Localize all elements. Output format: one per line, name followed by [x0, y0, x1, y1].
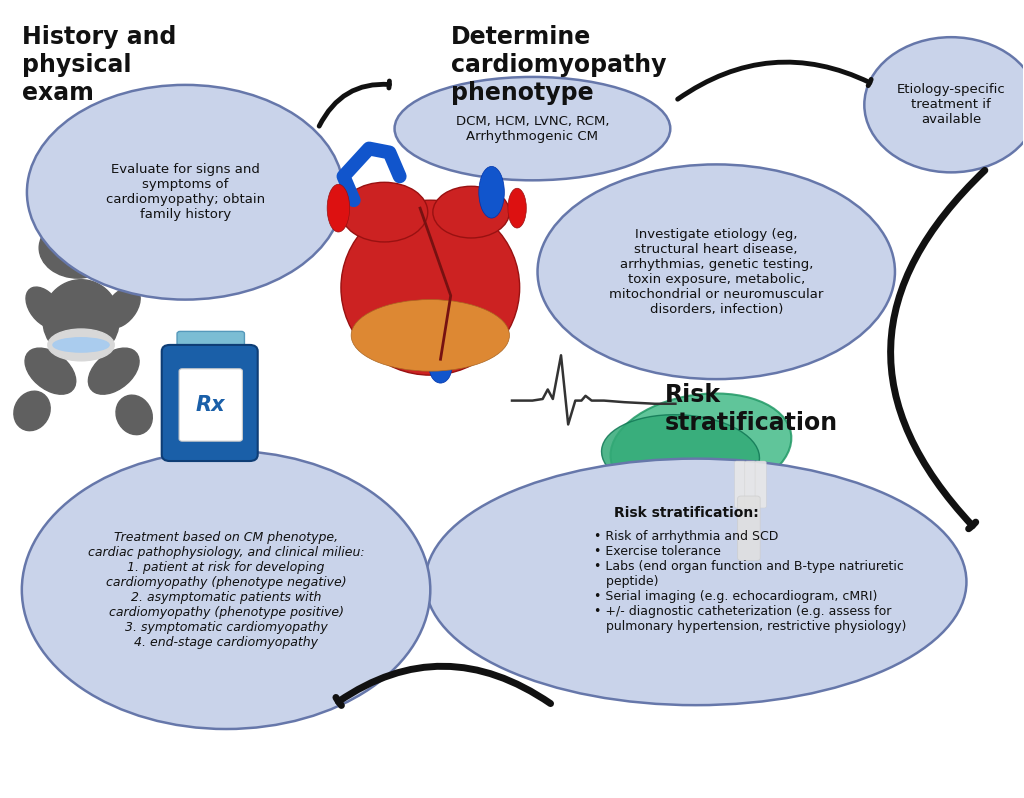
Text: Evaluate for signs and
symptoms of
cardiomyopathy; obtain
family history: Evaluate for signs and symptoms of cardi… [105, 164, 265, 221]
Ellipse shape [26, 287, 62, 328]
Ellipse shape [425, 459, 967, 705]
FancyBboxPatch shape [737, 496, 760, 560]
Ellipse shape [351, 299, 510, 371]
Ellipse shape [43, 280, 120, 359]
Text: Risk
stratification: Risk stratification [666, 383, 839, 435]
FancyBboxPatch shape [177, 331, 245, 354]
Ellipse shape [22, 451, 430, 729]
Ellipse shape [508, 188, 526, 228]
Text: • Risk of arrhythmia and SCD
• Exercise tolerance
• Labs (end organ function and: • Risk of arrhythmia and SCD • Exercise … [594, 530, 906, 633]
Text: Treatment based on CM phenotype,
cardiac pathophysiology, and clinical milieu:
1: Treatment based on CM phenotype, cardiac… [88, 531, 365, 649]
Ellipse shape [394, 77, 671, 180]
Ellipse shape [864, 38, 1024, 172]
Ellipse shape [25, 348, 76, 394]
Ellipse shape [538, 164, 895, 379]
Text: Etiology-specific
treatment if
available: Etiology-specific treatment if available [897, 83, 1006, 126]
FancyBboxPatch shape [744, 461, 756, 508]
Ellipse shape [433, 186, 510, 238]
Ellipse shape [116, 395, 153, 435]
Circle shape [39, 218, 117, 279]
Ellipse shape [53, 338, 110, 352]
Text: DCM, HCM, LVNC, RCM,
Arrhythmogenic CM: DCM, HCM, LVNC, RCM, Arrhythmogenic CM [456, 115, 609, 143]
Ellipse shape [341, 200, 519, 375]
Ellipse shape [429, 351, 452, 383]
Ellipse shape [103, 287, 140, 328]
Ellipse shape [341, 182, 428, 242]
Text: Rx: Rx [196, 395, 225, 416]
FancyBboxPatch shape [162, 345, 258, 461]
Ellipse shape [601, 415, 760, 495]
Ellipse shape [48, 329, 115, 361]
Text: Risk stratification:: Risk stratification: [614, 507, 759, 520]
Text: Investigate etiology (eg,
structural heart disease,
arrhythmias, genetic testing: Investigate etiology (eg, structural hea… [609, 227, 823, 316]
Text: Determine
cardiomyopathy
phenotype: Determine cardiomyopathy phenotype [451, 26, 667, 105]
Ellipse shape [27, 85, 343, 299]
FancyBboxPatch shape [179, 369, 243, 441]
Ellipse shape [88, 348, 139, 394]
Ellipse shape [610, 393, 792, 500]
Ellipse shape [327, 184, 349, 232]
FancyBboxPatch shape [734, 461, 745, 508]
Ellipse shape [14, 391, 50, 431]
Ellipse shape [479, 167, 505, 218]
Text: History and
physical
exam: History and physical exam [22, 26, 176, 105]
FancyBboxPatch shape [755, 461, 766, 508]
